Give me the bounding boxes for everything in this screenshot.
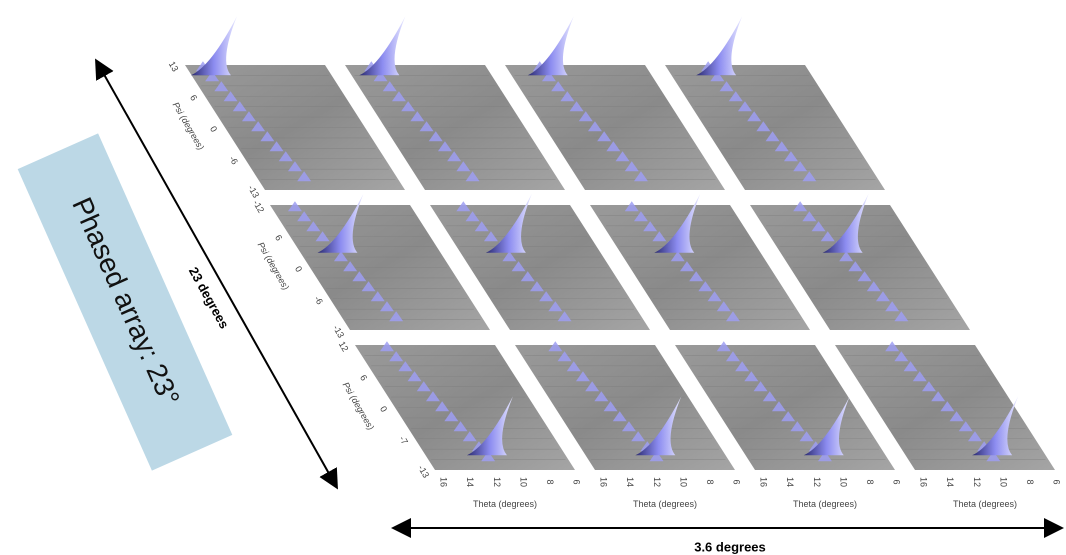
theta-tick-label: 14: [465, 477, 475, 487]
psi-axis-label: Psi (degrees): [341, 380, 376, 431]
theta-tick-label: 10: [998, 477, 1008, 487]
theta-tick-label: 6: [572, 479, 582, 484]
psi-tick-label: 0: [293, 264, 304, 273]
psi-tick-label: 0: [208, 124, 219, 133]
psi-tick-label: 12: [337, 340, 351, 354]
psi-tick-label: -13: [246, 183, 261, 199]
theta-axis-label: Theta (degrees): [633, 499, 697, 509]
theta-tick-label: 16: [919, 477, 929, 487]
theta-tick-label: 12: [972, 477, 982, 487]
psi-tick-label: -13: [331, 323, 346, 339]
panels: 13 6 0 -6 -13 Psi (degrees) -12 6 0 -6 -13 Psi (deg…: [167, 16, 1062, 509]
theta-tick-label: 12: [492, 477, 502, 487]
psi-axis-label: Psi (degrees): [256, 240, 291, 291]
theta-tick-label: 12: [652, 477, 662, 487]
theta-tick-label: 14: [625, 477, 635, 487]
psi-tick-label: -6: [312, 294, 325, 306]
theta-axis-label: Theta (degrees): [473, 499, 537, 509]
theta-tick-label: 6: [732, 479, 742, 484]
theta-axis-label: Theta (degrees): [793, 499, 857, 509]
theta-tick-label: 10: [838, 477, 848, 487]
theta-tick-label: 16: [759, 477, 769, 487]
theta-tick-label: 6: [892, 479, 902, 484]
theta-tick-label: 12: [812, 477, 822, 487]
psi-tick-label: -6: [227, 154, 240, 166]
theta-tick-label: 8: [1025, 479, 1035, 484]
theta-tick-label: 14: [785, 477, 795, 487]
psi-tick-label: -13: [416, 463, 431, 479]
psi-tick-label: 13: [167, 60, 181, 74]
theta-axis-label: Theta (degrees): [953, 499, 1017, 509]
psi-tick-label: -7: [397, 434, 410, 446]
horizontal-span: 3.6 degrees: [694, 539, 766, 554]
theta-tick-label: 6: [1052, 479, 1062, 484]
psi-tick-label: -12: [251, 198, 266, 214]
psi-tick-label: 6: [188, 93, 199, 102]
vertical-span: 23 degrees: [186, 264, 232, 331]
theta-tick-label: 8: [865, 479, 875, 484]
callout: Phased array: 23°: [18, 133, 233, 470]
psi-axis-label: Psi (degrees): [171, 100, 206, 151]
theta-tick-label: 8: [705, 479, 715, 484]
psi-tick-label: 6: [358, 373, 369, 382]
theta-tick-label: 16: [599, 477, 609, 487]
theta-tick-label: 16: [439, 477, 449, 487]
psi-tick-label: 6: [273, 233, 284, 242]
theta-tick-label: 8: [545, 479, 555, 484]
psi-tick-label: 0: [378, 404, 389, 413]
theta-tick-label: 14: [945, 477, 955, 487]
figure: 13 6 0 -6 -13 Psi (degrees) -12 6 0 -6 -13 Psi (deg…: [0, 0, 1066, 555]
theta-tick-label: 10: [518, 477, 528, 487]
theta-tick-label: 10: [678, 477, 688, 487]
